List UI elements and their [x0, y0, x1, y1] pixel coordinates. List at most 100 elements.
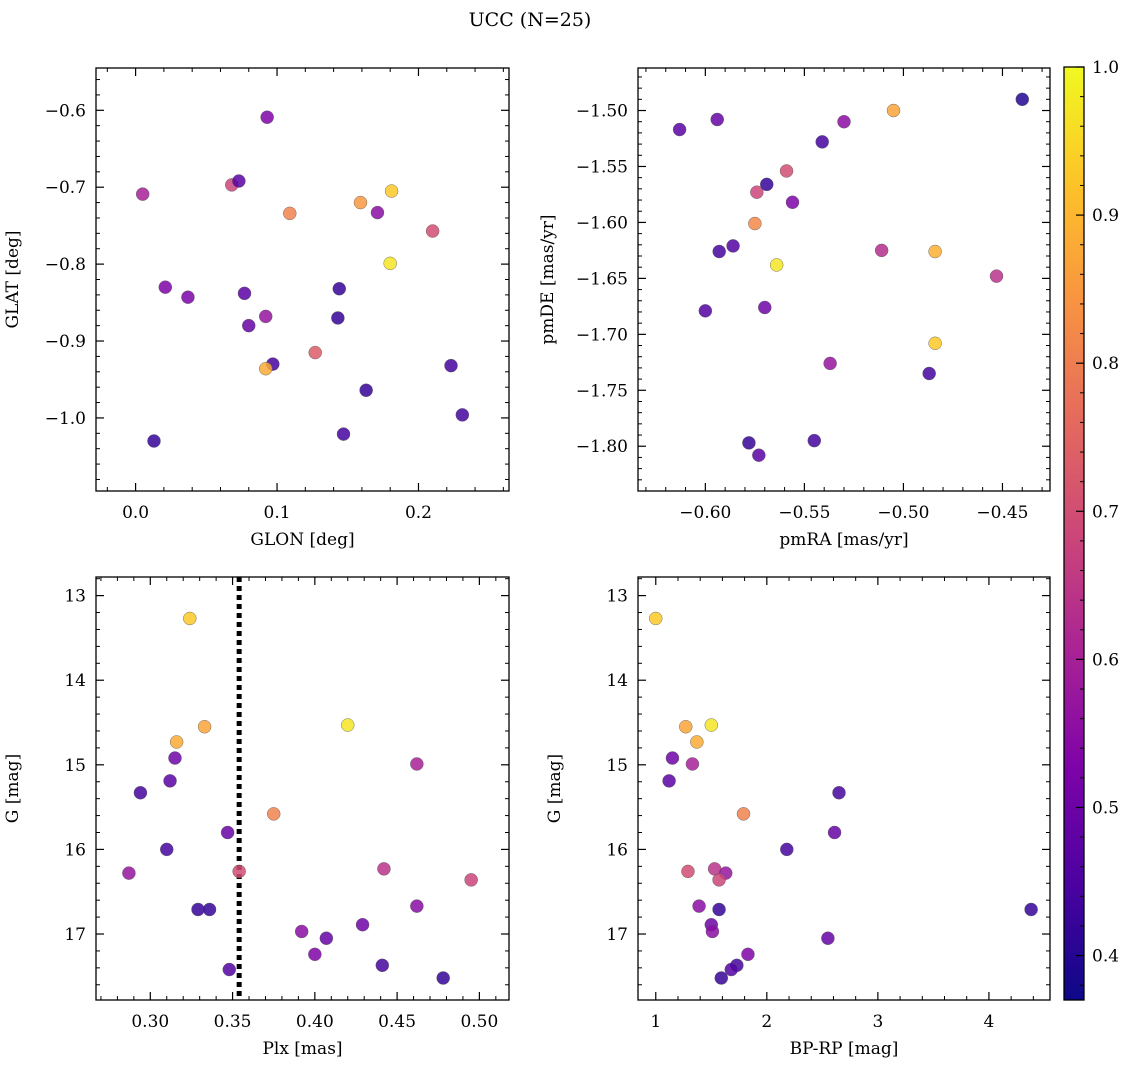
x-tick-label: 0.30: [131, 1012, 169, 1032]
data-point: [308, 345, 322, 360]
data-point: [698, 304, 713, 318]
data-point: [260, 110, 274, 124]
data-point: [237, 286, 252, 301]
colorbar-gradient: [1064, 67, 1084, 1000]
data-point: [1015, 92, 1029, 107]
data-point: [160, 842, 174, 857]
data-point: [780, 842, 794, 857]
y-tick-label: −0.6: [45, 101, 86, 121]
data-point: [832, 786, 846, 800]
y-axis-label: GLAT [deg]: [3, 230, 23, 328]
data-point: [341, 718, 355, 732]
x-tick-label: 0.2: [405, 503, 432, 523]
y-tick-label: −1.65: [576, 269, 628, 289]
x-tick-label: 0.40: [296, 1012, 334, 1032]
data-point: [425, 224, 440, 238]
colorbar-tick-label: 0.5: [1092, 798, 1119, 818]
x-tick-label: 0.45: [378, 1012, 416, 1032]
y-tick-label: 17: [64, 925, 86, 945]
data-point: [232, 174, 246, 188]
axes-frame: [637, 576, 1051, 1001]
data-point: [169, 735, 184, 749]
data-point: [742, 436, 756, 450]
data-point: [726, 239, 740, 253]
data-point: [928, 244, 942, 259]
data-point: [758, 300, 772, 315]
data-point: [163, 774, 177, 788]
data-point: [662, 774, 676, 788]
y-tick-label: −1.55: [576, 157, 628, 177]
colorbar-tick-label: 1.0: [1092, 58, 1119, 78]
colorbar-tick-label: 0.6: [1092, 650, 1119, 670]
x-axis-label: BP-RP [mag]: [790, 1039, 899, 1059]
data-point: [383, 256, 397, 271]
data-point: [436, 971, 450, 985]
data-point: [712, 873, 726, 887]
x-tick-label: 0.35: [214, 1012, 252, 1032]
y-tick-label: −1.75: [576, 381, 628, 401]
data-point: [807, 433, 821, 448]
y-tick-label: 14: [64, 671, 86, 691]
data-point: [353, 195, 368, 210]
data-point: [704, 718, 718, 732]
data-point: [710, 112, 724, 127]
data-point: [444, 358, 458, 373]
data-point: [672, 122, 687, 137]
data-point: [147, 434, 161, 448]
data-point: [769, 258, 784, 272]
data-point: [681, 864, 695, 879]
x-axis-label: pmRA [mas/yr]: [779, 530, 908, 550]
colorbar: 0.4 0.5 0.6 0.7 0.8 0.9 1.0: [1063, 58, 1119, 1001]
y-tick-label: −1.80: [576, 437, 628, 457]
data-point: [928, 336, 942, 350]
data-point: [649, 611, 663, 626]
data-point: [922, 366, 936, 381]
data-point: [714, 971, 728, 985]
data-point: [294, 924, 309, 939]
data-point: [748, 216, 762, 231]
figure-title: UCC (N=25): [469, 9, 592, 31]
data-point: [133, 786, 148, 800]
data-point: [741, 947, 755, 962]
data-point: [679, 720, 693, 734]
data-point: [874, 243, 889, 258]
data-point: [712, 244, 726, 259]
data-point: [158, 280, 173, 294]
colorbar-tick-label: 0.4: [1092, 947, 1119, 967]
data-point: [370, 205, 385, 220]
data-point: [692, 899, 706, 913]
data-point: [705, 924, 720, 939]
data-point: [168, 751, 182, 765]
y-tick-label: 14: [606, 671, 628, 691]
data-point: [712, 902, 726, 917]
data-point: [384, 184, 399, 198]
data-point: [183, 611, 197, 626]
x-tick-label: −0.45: [976, 503, 1028, 523]
data-point: [455, 408, 470, 422]
x-tick-label: 0.0: [122, 503, 149, 523]
data-point: [752, 448, 766, 462]
axes-frame: [637, 67, 1051, 492]
x-tick-label: −0.50: [877, 503, 929, 523]
data-point: [736, 807, 751, 821]
data-point: [232, 864, 246, 879]
x-tick-label: −0.60: [679, 503, 731, 523]
data-point: [283, 206, 297, 221]
data-point: [122, 866, 136, 880]
y-tick-label: −0.9: [45, 332, 86, 352]
data-point: [181, 290, 195, 304]
y-tick-label: 16: [606, 840, 628, 860]
data-point: [377, 862, 391, 876]
x-tick-label: 4: [984, 1012, 995, 1032]
y-tick-label: −1.60: [576, 213, 628, 233]
data-point: [259, 362, 273, 376]
data-point: [220, 825, 235, 840]
data-point: [135, 187, 150, 201]
data-point: [827, 825, 842, 840]
y-axis-label: G [mag]: [3, 754, 23, 823]
y-tick-label: −1.50: [576, 102, 628, 122]
data-point: [823, 356, 837, 371]
data-point: [837, 115, 851, 129]
x-tick-label: 2: [761, 1012, 772, 1032]
